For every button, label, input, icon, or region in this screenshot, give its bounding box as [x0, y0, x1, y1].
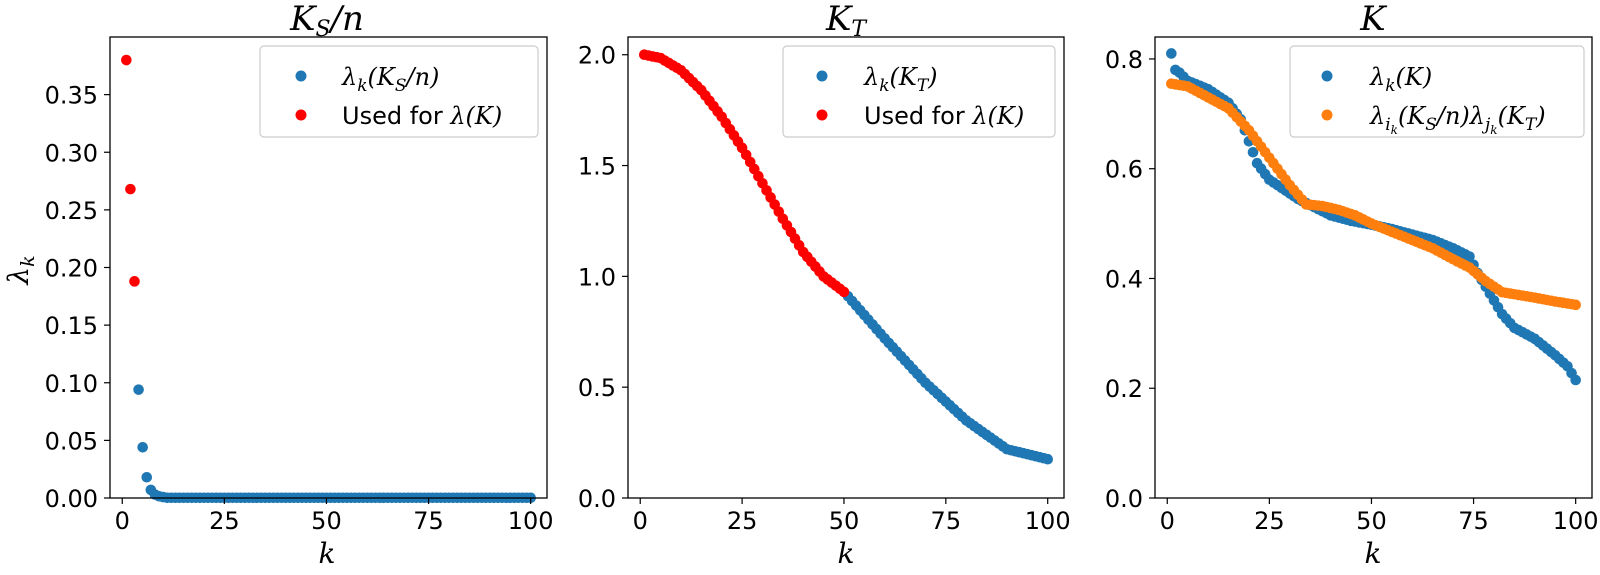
- axes-frame: [627, 36, 1065, 499]
- panel-title: K: [1359, 0, 1388, 39]
- ticks: 0 25 50 75 100 0.0 0.5 1.0 1.5 2.0: [578, 42, 1071, 535]
- y-tick-label: 0.10: [45, 370, 98, 398]
- data-point: [133, 384, 144, 395]
- panel-ks-over-n: KS/n λk k 0 25 50 75 100 0.00 0.05 0.10 0.15 0.20…: [2, 0, 554, 570]
- legend-box: [259, 45, 539, 138]
- panel-k: K k 0 25 50 75 100 0.0 0.2 0.4 0.6 0.8 λk(K) λik(…: [1105, 0, 1599, 570]
- y-tick-label: 0.0: [1105, 485, 1143, 513]
- x-axis-label: k: [838, 537, 855, 570]
- series-1: [121, 54, 140, 287]
- x-tick-label: 0: [633, 507, 648, 535]
- y-tick-label: 1.0: [578, 263, 616, 291]
- x-axis-label: k: [319, 537, 336, 570]
- series-1: [1166, 78, 1581, 311]
- x-tick-label: 50: [829, 507, 860, 535]
- ticks: 0 25 50 75 100 0.00 0.05 0.10 0.15 0.20 0.25 0.30 0.…: [45, 82, 554, 535]
- data-point: [1570, 374, 1581, 386]
- series-0: [842, 291, 1053, 465]
- data-point: [1042, 453, 1053, 465]
- legend-label-eigen: λk(KT): [863, 63, 938, 96]
- y-tick-label: 1.5: [578, 153, 616, 181]
- panel-title: KT: [825, 0, 868, 42]
- x-axis-label: k: [1365, 537, 1382, 570]
- y-tick-label: 0.0: [578, 485, 616, 513]
- series-0: [133, 384, 536, 504]
- data-point: [137, 441, 148, 453]
- y-tick-label: 0.00: [45, 485, 98, 513]
- legend-marker-red: [295, 109, 307, 121]
- x-tick-label: 100: [508, 507, 554, 535]
- data-point: [141, 471, 153, 483]
- x-tick-label: 75: [931, 507, 962, 535]
- y-tick-label: 0.4: [1105, 265, 1143, 293]
- legend-marker-orange: [1321, 109, 1333, 121]
- legend-marker-blue: [295, 70, 307, 82]
- y-tick-label: 0.35: [45, 82, 98, 110]
- y-tick-label: 0.5: [578, 374, 616, 402]
- ticks: 0 25 50 75 100 0.0 0.2 0.4 0.6 0.8: [1105, 46, 1599, 535]
- x-tick-label: 0: [115, 507, 130, 535]
- data-point: [125, 183, 136, 195]
- x-tick-label: 50: [311, 507, 342, 535]
- y-axis-label: λk: [2, 255, 39, 285]
- x-tick-label: 25: [209, 507, 240, 535]
- y-tick-label: 0.6: [1105, 156, 1143, 184]
- y-tick-label: 0.05: [45, 427, 98, 455]
- data-point: [129, 276, 140, 287]
- x-tick-label: 50: [1356, 507, 1387, 535]
- x-tick-label: 0: [1160, 507, 1175, 535]
- legend-box: [782, 45, 1056, 138]
- legend-label-eigen: λk(K): [1369, 63, 1432, 96]
- legend-marker-red: [816, 109, 828, 121]
- data-point: [1247, 146, 1259, 158]
- series-1: [639, 49, 850, 298]
- legend-marker-blue: [816, 70, 828, 82]
- panel-title: KS/n: [289, 0, 364, 42]
- y-tick-label: 0.2: [1105, 375, 1143, 403]
- x-tick-label: 25: [727, 507, 758, 535]
- y-tick-label: 0.25: [45, 197, 98, 225]
- y-tick-label: 0.20: [45, 255, 98, 283]
- x-tick-label: 75: [1458, 507, 1489, 535]
- y-tick-label: 0.15: [45, 312, 98, 340]
- legend-label-used: Used for λ(K): [342, 102, 502, 130]
- data-point: [1166, 48, 1177, 59]
- y-tick-label: 2.0: [578, 42, 616, 70]
- plot-area: [1166, 48, 1581, 386]
- data-point: [838, 286, 850, 298]
- x-tick-label: 100: [1025, 507, 1071, 535]
- legend-box: [1289, 45, 1585, 138]
- legend-label-used: Used for λ(K): [864, 102, 1024, 130]
- y-tick-label: 0.30: [45, 139, 98, 167]
- y-tick-label: 0.8: [1105, 46, 1143, 74]
- legend-marker-blue: [1321, 70, 1333, 82]
- x-tick-label: 100: [1553, 507, 1599, 535]
- x-tick-label: 75: [413, 507, 444, 535]
- legend: λk(KS/n) Used for λ(K): [259, 45, 539, 138]
- data-point: [1570, 299, 1581, 311]
- x-tick-label: 25: [1254, 507, 1285, 535]
- data-point: [121, 54, 132, 66]
- legend: λk(KT) Used for λ(K): [782, 45, 1056, 138]
- panel-kt: KT k 0 25 50 75 100 0.0 0.5 1.0 1.5 2.0 λk(KT) Us…: [578, 0, 1071, 570]
- legend: λk(K) λik(KS/n)λjk(KT): [1289, 45, 1585, 138]
- plot-area: [639, 49, 1053, 465]
- data-point: [1464, 251, 1475, 262]
- axes-frame: [1154, 36, 1593, 499]
